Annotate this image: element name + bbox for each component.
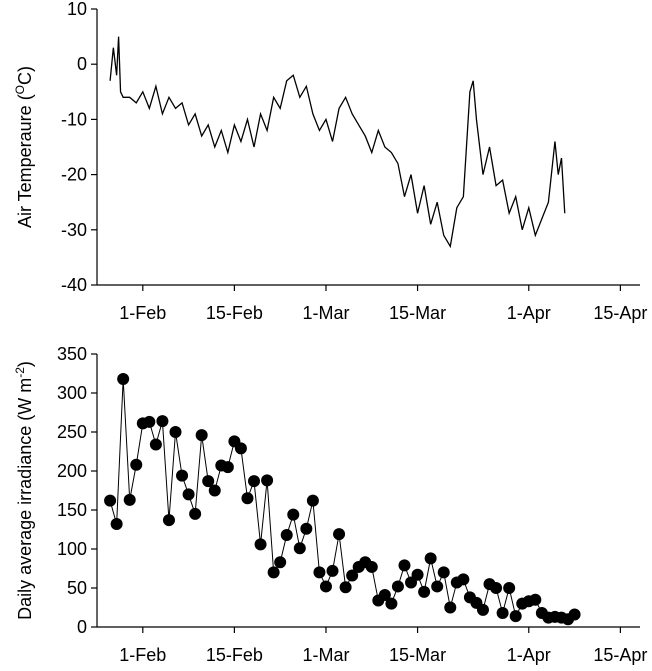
data-point bbox=[293, 542, 306, 555]
data-point bbox=[457, 573, 470, 586]
data-point bbox=[149, 438, 162, 451]
data-point bbox=[509, 610, 522, 623]
y-axis-label-part: O bbox=[13, 85, 27, 94]
data-point bbox=[490, 582, 503, 594]
data-point bbox=[287, 508, 300, 521]
y-tick-label: -40 bbox=[61, 275, 87, 295]
data-point bbox=[326, 564, 339, 577]
x-tick-label: 15-Mar bbox=[389, 303, 446, 323]
data-point bbox=[110, 518, 123, 531]
x-tick-label: 1-Apr bbox=[507, 303, 551, 323]
x-tick-label: 15-Feb bbox=[206, 303, 263, 323]
data-point bbox=[529, 593, 542, 606]
data-point bbox=[208, 484, 221, 497]
data-point bbox=[274, 556, 287, 569]
data-point bbox=[143, 415, 156, 428]
data-point bbox=[241, 492, 254, 505]
data-point bbox=[162, 514, 175, 527]
y-tick-label: 200 bbox=[57, 461, 87, 481]
x-tick-label: 1-Mar bbox=[302, 645, 349, 665]
data-point bbox=[333, 528, 346, 541]
data-point bbox=[280, 528, 293, 541]
data-point bbox=[234, 442, 247, 455]
y-tick-label: 50 bbox=[67, 578, 87, 598]
y-tick-label: 10 bbox=[67, 0, 87, 19]
x-tick-label: 1-Feb bbox=[119, 303, 166, 323]
data-point bbox=[424, 552, 437, 565]
data-point bbox=[104, 494, 117, 507]
data-point bbox=[437, 566, 450, 579]
y-axis-label-part: Air Temperaure ( bbox=[15, 94, 35, 228]
data-point bbox=[503, 582, 516, 594]
y-axis-label-part: ) bbox=[15, 361, 35, 367]
data-point bbox=[365, 560, 378, 573]
data-point bbox=[411, 568, 424, 581]
data-point bbox=[254, 538, 267, 551]
data-point bbox=[130, 458, 143, 471]
data-point bbox=[267, 566, 280, 579]
x-tick-label: 15-Mar bbox=[389, 645, 446, 665]
y-axis-label-part: -2 bbox=[13, 367, 27, 378]
y-tick-label: 0 bbox=[77, 617, 87, 637]
y-tick-label: -10 bbox=[61, 109, 87, 129]
y-tick-label: -30 bbox=[61, 220, 87, 240]
data-point bbox=[300, 522, 313, 535]
x-tick-label: 1-Feb bbox=[119, 645, 166, 665]
data-point bbox=[313, 566, 326, 579]
data-point bbox=[221, 461, 234, 474]
data-point bbox=[117, 372, 130, 385]
y-tick-label: 100 bbox=[57, 539, 87, 559]
data-point bbox=[189, 507, 202, 520]
data-point bbox=[169, 426, 182, 438]
y-tick-label: -20 bbox=[61, 165, 87, 185]
data-point bbox=[261, 474, 274, 487]
data-point bbox=[202, 475, 215, 488]
data-point bbox=[444, 601, 457, 614]
data-point bbox=[182, 488, 195, 501]
y-tick-label: 0 bbox=[77, 54, 87, 74]
data-point bbox=[306, 494, 319, 507]
data-point bbox=[568, 608, 581, 621]
data-point bbox=[176, 469, 189, 482]
data-point bbox=[195, 429, 208, 442]
data-point bbox=[378, 589, 391, 602]
y-tick-label: 150 bbox=[57, 500, 87, 520]
y-axis-label-part: Daily average irradiance (W m bbox=[15, 378, 35, 620]
data-point bbox=[319, 580, 332, 593]
data-point bbox=[391, 580, 404, 593]
x-tick-label: 15-Apr bbox=[593, 645, 647, 665]
y-tick-label: 300 bbox=[57, 383, 87, 403]
y-tick-label: 350 bbox=[57, 344, 87, 364]
data-point bbox=[398, 559, 411, 572]
data-point bbox=[156, 415, 169, 428]
y-axis-label: Daily average irradiance (W m-2) bbox=[13, 361, 35, 620]
data-point bbox=[339, 581, 352, 594]
y-axis-label-part: C) bbox=[15, 66, 35, 85]
data-point bbox=[123, 493, 136, 506]
data-point bbox=[418, 585, 431, 598]
data-point bbox=[248, 475, 261, 488]
x-tick-label: 15-Apr bbox=[593, 303, 647, 323]
y-tick-label: 250 bbox=[57, 422, 87, 442]
data-point bbox=[496, 606, 509, 619]
data-point bbox=[385, 597, 398, 610]
x-tick-label: 15-Feb bbox=[206, 645, 263, 665]
panel: 0 50 100 150 200 250 300 350 1-Feb 15-Feb 1-Mar 15-… bbox=[13, 344, 647, 665]
x-tick-label: 1-Mar bbox=[302, 303, 349, 323]
panel: -40 -30 -20 -10 0 10 1-Feb 15-Feb 1-Mar 15-Mar 1-A… bbox=[13, 0, 647, 323]
data-line bbox=[109, 36, 566, 249]
y-axis-label: Air Temperaure (OC) bbox=[13, 66, 35, 228]
data-point bbox=[476, 603, 489, 616]
data-point bbox=[431, 580, 444, 593]
x-tick-label: 1-Apr bbox=[507, 645, 551, 665]
data-point bbox=[346, 569, 359, 582]
